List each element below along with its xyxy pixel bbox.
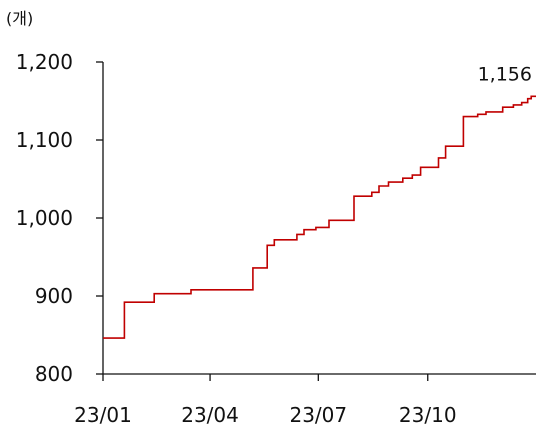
x-tick-label: 23/10 [399, 403, 457, 427]
y-tick-label: 1,000 [16, 206, 73, 230]
unit-label: (개) [6, 9, 33, 28]
x-tick-label: 23/01 [74, 403, 132, 427]
y-tick-label: 900 [35, 284, 73, 308]
y-tick-label: 1,100 [16, 128, 73, 152]
series-line [103, 95, 536, 339]
series-group [103, 95, 536, 339]
y-tick-label: 800 [35, 362, 73, 386]
y-tick-label: 1,200 [16, 50, 73, 74]
y-axis: 800 900 1,000 1,100 1,200 [16, 50, 104, 386]
x-tick-label: 23/07 [289, 403, 347, 427]
end-value-label: 1,156 [478, 63, 532, 85]
annotations-group: 1,156 [478, 63, 532, 85]
x-tick-label: 23/04 [181, 403, 239, 427]
x-axis: 23/01 23/04 23/07 23/10 [74, 373, 536, 427]
